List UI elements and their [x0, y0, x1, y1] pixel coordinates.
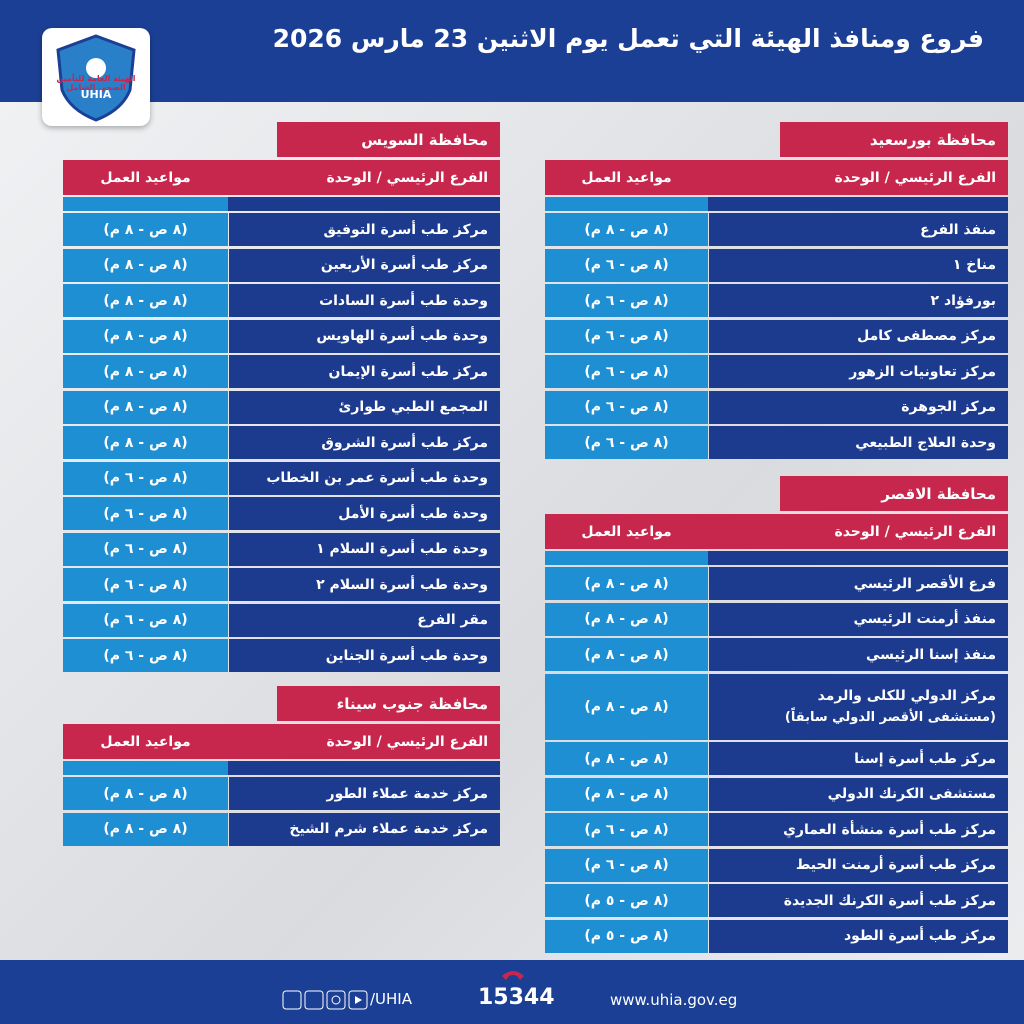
- hours-cell: (٨ ص - ٨ م): [63, 355, 228, 388]
- blank-row: [708, 197, 1008, 211]
- hours-cell: (٨ ص - ٨ م): [63, 248, 228, 282]
- unit-cell: مقر الفرع: [229, 603, 500, 637]
- logo-abbr: UHIA: [80, 88, 112, 101]
- unit-cell: وحدة طب أسرة السادات: [229, 284, 500, 317]
- hours-cell: (٨ ص - ٦ م): [63, 603, 228, 637]
- hours-cell: (٨ ص - ٦ م): [545, 813, 708, 846]
- unit-cell: منفذ أرمنت الرئيسي: [709, 602, 1008, 636]
- hours-cell: (٨ ص - ٨ م): [63, 390, 228, 424]
- unit-cell: مركز طب أسرة الطود: [709, 919, 1008, 953]
- section-title: محافظة جنوب سيناء: [277, 686, 500, 721]
- hours-cell: (٨ ص - ٨ م): [63, 426, 228, 459]
- unit-cell: وحدة طب أسرة الأمل: [229, 497, 500, 530]
- unit-cell: مركز الدولي للكلى والرمد (مستشفى الأقصر ا…: [709, 673, 1008, 740]
- section-title: محافظة السويس: [277, 122, 500, 157]
- hours-cell: (٨ ص - ٦ م): [63, 532, 228, 566]
- unit-cell: منفذ إسنا الرئيسي: [709, 638, 1008, 671]
- hours-cell: (٨ ص - ٨ م): [63, 213, 228, 246]
- unit-cell: بورفؤاد ٢: [709, 284, 1008, 317]
- footer-band: [0, 960, 1024, 1024]
- hours-cell: (٨ ص - ٦ م): [63, 461, 228, 495]
- unit-cell: مركز طب أسرة الأربعين: [229, 248, 500, 282]
- hours-cell: (٨ ص - ٨ م): [63, 812, 228, 846]
- blank-row: [545, 551, 708, 565]
- column-header: الفرع الرئيسي / الوحدة: [228, 160, 500, 195]
- unit-cell: وحدة طب أسرة السلام ٢: [229, 568, 500, 601]
- unit-cell: مركز خدمة عملاء الطور: [229, 777, 500, 810]
- unit-cell: مركز طب أسرة أرمنت الحيط: [709, 848, 1008, 882]
- website: www.uhia.gov.eg: [610, 991, 738, 1009]
- blank-row: [63, 761, 228, 775]
- column-header: الفرع الرئيسي / الوحدة: [708, 160, 1008, 195]
- unit-cell: مركز طب أسرة إسنا: [709, 742, 1008, 775]
- unit-cell: منفذ الفرع: [709, 213, 1008, 246]
- unit-cell: مركز طب أسرة الشروق: [229, 426, 500, 459]
- unit-cell: مركز تعاونيات الزهور: [709, 355, 1008, 388]
- hours-cell: (٨ ص - ٦ م): [545, 848, 708, 882]
- unit-cell: مستشفى الكرنك الدولي: [709, 777, 1008, 811]
- hours-cell: (٨ ص - ٨ م): [545, 638, 708, 671]
- logo: الهيئة العامة للتأمين الصحي الشامل UHIA: [42, 28, 150, 126]
- column-header: مواعيد العمل: [63, 724, 228, 759]
- unit-cell: مركز مصطفى كامل: [709, 319, 1008, 353]
- blank-row: [545, 197, 708, 211]
- hours-cell: (٨ ص - ٨ م): [545, 602, 708, 636]
- unit-name: مركز الدولي للكلى والرمد: [817, 688, 996, 704]
- unit-cell: مركز خدمة عملاء شرم الشيخ: [229, 812, 500, 846]
- unit-cell: وحدة طب أسرة عمر بن الخطاب: [229, 461, 500, 495]
- hours-cell: (٨ ص - ٦ م): [545, 284, 708, 317]
- column-header: مواعيد العمل: [63, 160, 228, 195]
- blank-row: [63, 197, 228, 211]
- hours-cell: (٨ ص - ٨ م): [545, 213, 708, 246]
- hours-cell: (٨ ص - ٨ م): [63, 319, 228, 353]
- hours-cell: (٨ ص - ٦ م): [545, 355, 708, 388]
- unit-cell: مركز الجوهرة: [709, 390, 1008, 424]
- unit-note: (مستشفى الأقصر الدولي سابقاً): [784, 710, 996, 725]
- unit-cell: وحدة طب أسرة الهاويس: [229, 319, 500, 353]
- hours-cell: (٨ ص - ٨ م): [63, 284, 228, 317]
- header-band: [0, 0, 1024, 102]
- unit-cell: المجمع الطبي طوارئ: [229, 390, 500, 424]
- hours-cell: (٨ ص - ٨ م): [545, 673, 708, 740]
- social-icons: [282, 990, 368, 1010]
- hours-cell: (٨ ص - ٦ م): [545, 248, 708, 282]
- hotline: 15344: [478, 985, 555, 1010]
- page-title: فروع ومنافذ الهيئة التي تعمل يوم الاثنين…: [272, 24, 984, 53]
- hours-cell: (٨ ص - ٦ م): [545, 426, 708, 459]
- unit-cell: وحدة طب أسرة السلام ١: [229, 532, 500, 566]
- blank-row: [228, 197, 500, 211]
- hours-cell: (٨ ص - ٨ م): [63, 777, 228, 810]
- unit-cell: وحدة طب أسرة الجناين: [229, 639, 500, 672]
- hours-cell: (٨ ص - ٦ م): [63, 497, 228, 530]
- social-handle: /UHIA: [370, 990, 412, 1008]
- unit-cell: مركز طب أسرة التوفيق: [229, 213, 500, 246]
- hours-cell: (٨ ص - ٨ م): [545, 777, 708, 811]
- unit-cell: فرع الأقصر الرئيسي: [709, 567, 1008, 600]
- column-header: الفرع الرئيسي / الوحدة: [228, 724, 500, 759]
- hours-cell: (٨ ص - ٨ م): [545, 742, 708, 775]
- logo-shield: [56, 34, 136, 122]
- hours-cell: (٨ ص - ٦ م): [63, 568, 228, 601]
- hours-cell: (٨ ص - ٥ م): [545, 919, 708, 953]
- unit-cell: مركز طب أسرة الإيمان: [229, 355, 500, 388]
- blank-row: [708, 551, 1008, 565]
- hours-cell: (٨ ص - ٦ م): [545, 319, 708, 353]
- phone-icon: [502, 971, 524, 980]
- hours-cell: (٨ ص - ٨ م): [545, 567, 708, 600]
- hours-cell: (٨ ص - ٥ م): [545, 884, 708, 917]
- column-header: مواعيد العمل: [545, 514, 708, 549]
- column-header: الفرع الرئيسي / الوحدة: [708, 514, 1008, 549]
- section-title: محافظة الاقصر: [780, 476, 1008, 511]
- section-title: محافظة بورسعيد: [780, 122, 1008, 157]
- blank-row: [228, 761, 500, 775]
- unit-cell: مناخ ١: [709, 248, 1008, 282]
- hours-cell: (٨ ص - ٦ م): [545, 390, 708, 424]
- unit-cell: وحدة العلاج الطبيعي: [709, 426, 1008, 459]
- unit-cell: مركز طب أسرة الكرنك الجديدة: [709, 884, 1008, 917]
- hours-cell: (٨ ص - ٦ م): [63, 639, 228, 672]
- logo-name: الهيئة العامة للتأمين الصحي الشامل: [56, 74, 136, 92]
- column-header: مواعيد العمل: [545, 160, 708, 195]
- unit-cell: مركز طب أسرة منشأة العماري: [709, 813, 1008, 846]
